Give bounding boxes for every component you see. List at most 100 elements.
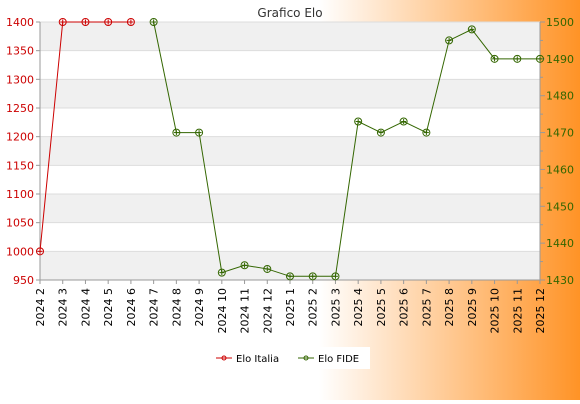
- legend-item-elo-fide: Elo FIDE: [298, 354, 359, 365]
- x-tick-label: 2025 5: [375, 288, 388, 327]
- x-tick-label: 2024 6: [125, 288, 138, 327]
- point-marker: [490, 54, 499, 63]
- data-point-elo-italia: [104, 18, 113, 26]
- data-point-elo-italia: [58, 18, 67, 26]
- data-point-elo-fide: [445, 36, 454, 45]
- right-tick-label: 1430: [546, 274, 574, 287]
- x-tick-label: 2025 2: [307, 288, 320, 327]
- point-marker: [126, 18, 135, 26]
- x-tick-label: 2025 3: [329, 288, 342, 327]
- right-tick-label: 1490: [546, 53, 574, 66]
- point-marker: [58, 18, 67, 26]
- right-tick-label: 1480: [546, 90, 574, 103]
- grid-band: [40, 22, 540, 51]
- x-tick-label: 2024 3: [57, 288, 70, 327]
- point-marker: [399, 117, 408, 126]
- legend: Elo Italia Elo FIDE: [211, 347, 370, 369]
- data-point-elo-fide: [467, 25, 476, 34]
- left-tick-label: 1000: [6, 245, 34, 258]
- right-tick-label: 1470: [546, 127, 574, 140]
- left-tick-label: 950: [13, 274, 34, 287]
- point-marker: [240, 261, 249, 270]
- x-tick-label: 2024 9: [193, 288, 206, 327]
- grid-band: [40, 194, 540, 223]
- x-tick-label: 2025 12: [534, 288, 547, 334]
- right-tick-label: 1440: [546, 237, 574, 250]
- x-tick-label: 2025 7: [420, 288, 433, 327]
- chart-title: Grafico Elo: [257, 6, 322, 20]
- point-marker: [81, 18, 90, 26]
- data-point-elo-fide: [286, 272, 294, 281]
- x-tick-label: 2025 4: [352, 288, 365, 327]
- point-marker: [422, 128, 431, 137]
- data-point-elo-fide: [217, 268, 226, 277]
- left-tick-label: 1050: [6, 217, 34, 230]
- x-tick-label: 2024 11: [239, 288, 252, 334]
- x-tick-label: 2025 8: [443, 288, 456, 327]
- data-point-elo-fide: [422, 128, 431, 137]
- x-tick-label: 2024 8: [170, 288, 183, 327]
- x-tick-label: 2024 10: [216, 288, 229, 334]
- right-tick-label: 1450: [546, 200, 574, 213]
- legend-box: [211, 347, 370, 369]
- point-marker: [308, 272, 317, 281]
- x-tick-label: 2025 1: [284, 288, 297, 327]
- data-point-elo-fide: [354, 117, 363, 126]
- x-tick-label: 2025 6: [398, 288, 411, 327]
- data-point-elo-fide: [172, 128, 181, 137]
- point-marker: [217, 268, 226, 277]
- left-tick-label: 1400: [6, 16, 34, 29]
- left-tick-label: 1150: [6, 159, 34, 172]
- x-tick-label: 2025 10: [489, 288, 502, 334]
- data-point-elo-fide: [536, 54, 544, 63]
- x-tick-label: 2025 9: [466, 288, 479, 327]
- data-point-elo-fide: [399, 117, 408, 126]
- x-tick-label: 2025 11: [511, 288, 524, 334]
- right-tick-label: 1460: [546, 163, 574, 176]
- data-point-elo-fide: [308, 272, 317, 281]
- legend-label-elo-fide: Elo FIDE: [318, 354, 359, 365]
- grid-band: [40, 136, 540, 166]
- point-marker: [445, 36, 454, 45]
- x-tick-label: 2024 2: [34, 288, 47, 327]
- left-tick-label: 1200: [6, 131, 34, 144]
- point-marker: [467, 25, 476, 34]
- data-point-elo-italia: [81, 18, 90, 26]
- point-marker: [513, 54, 522, 63]
- point-marker: [536, 54, 544, 63]
- data-point-elo-fide: [240, 261, 249, 270]
- point-marker: [286, 272, 294, 281]
- legend-label-elo-italia: Elo Italia: [236, 354, 279, 365]
- grid-band: [40, 79, 540, 108]
- left-tick-label: 1350: [6, 45, 34, 58]
- data-point-elo-fide: [195, 128, 204, 137]
- left-tick-label: 1300: [6, 73, 34, 86]
- data-point-elo-fide: [149, 18, 158, 26]
- data-point-elo-fide: [331, 272, 340, 281]
- data-point-elo-italia: [36, 247, 44, 256]
- x-tick-label: 2024 12: [261, 288, 274, 334]
- point-marker: [263, 264, 272, 273]
- x-tick-label: 2024 4: [79, 288, 92, 327]
- series-line-elo-fide: [153, 21, 540, 277]
- left-tick-label: 1250: [6, 102, 34, 115]
- x-tick-label: 2024 7: [148, 288, 161, 327]
- point-marker: [331, 272, 340, 281]
- data-point-elo-fide: [513, 54, 522, 63]
- data-point-elo-fide: [376, 128, 385, 137]
- data-point-elo-italia: [126, 18, 135, 26]
- point-marker: [195, 128, 204, 137]
- x-tick-label: 2024 5: [102, 288, 115, 327]
- right-tick-label: 1500: [546, 16, 574, 29]
- point-marker: [172, 128, 181, 137]
- point-marker: [36, 247, 44, 256]
- data-point-elo-fide: [263, 264, 272, 273]
- point-marker: [376, 128, 385, 137]
- legend-item-elo-italia: Elo Italia: [216, 354, 279, 365]
- point-marker: [354, 117, 363, 126]
- point-marker: [104, 18, 113, 26]
- left-tick-label: 1100: [6, 188, 34, 201]
- point-marker: [149, 18, 158, 26]
